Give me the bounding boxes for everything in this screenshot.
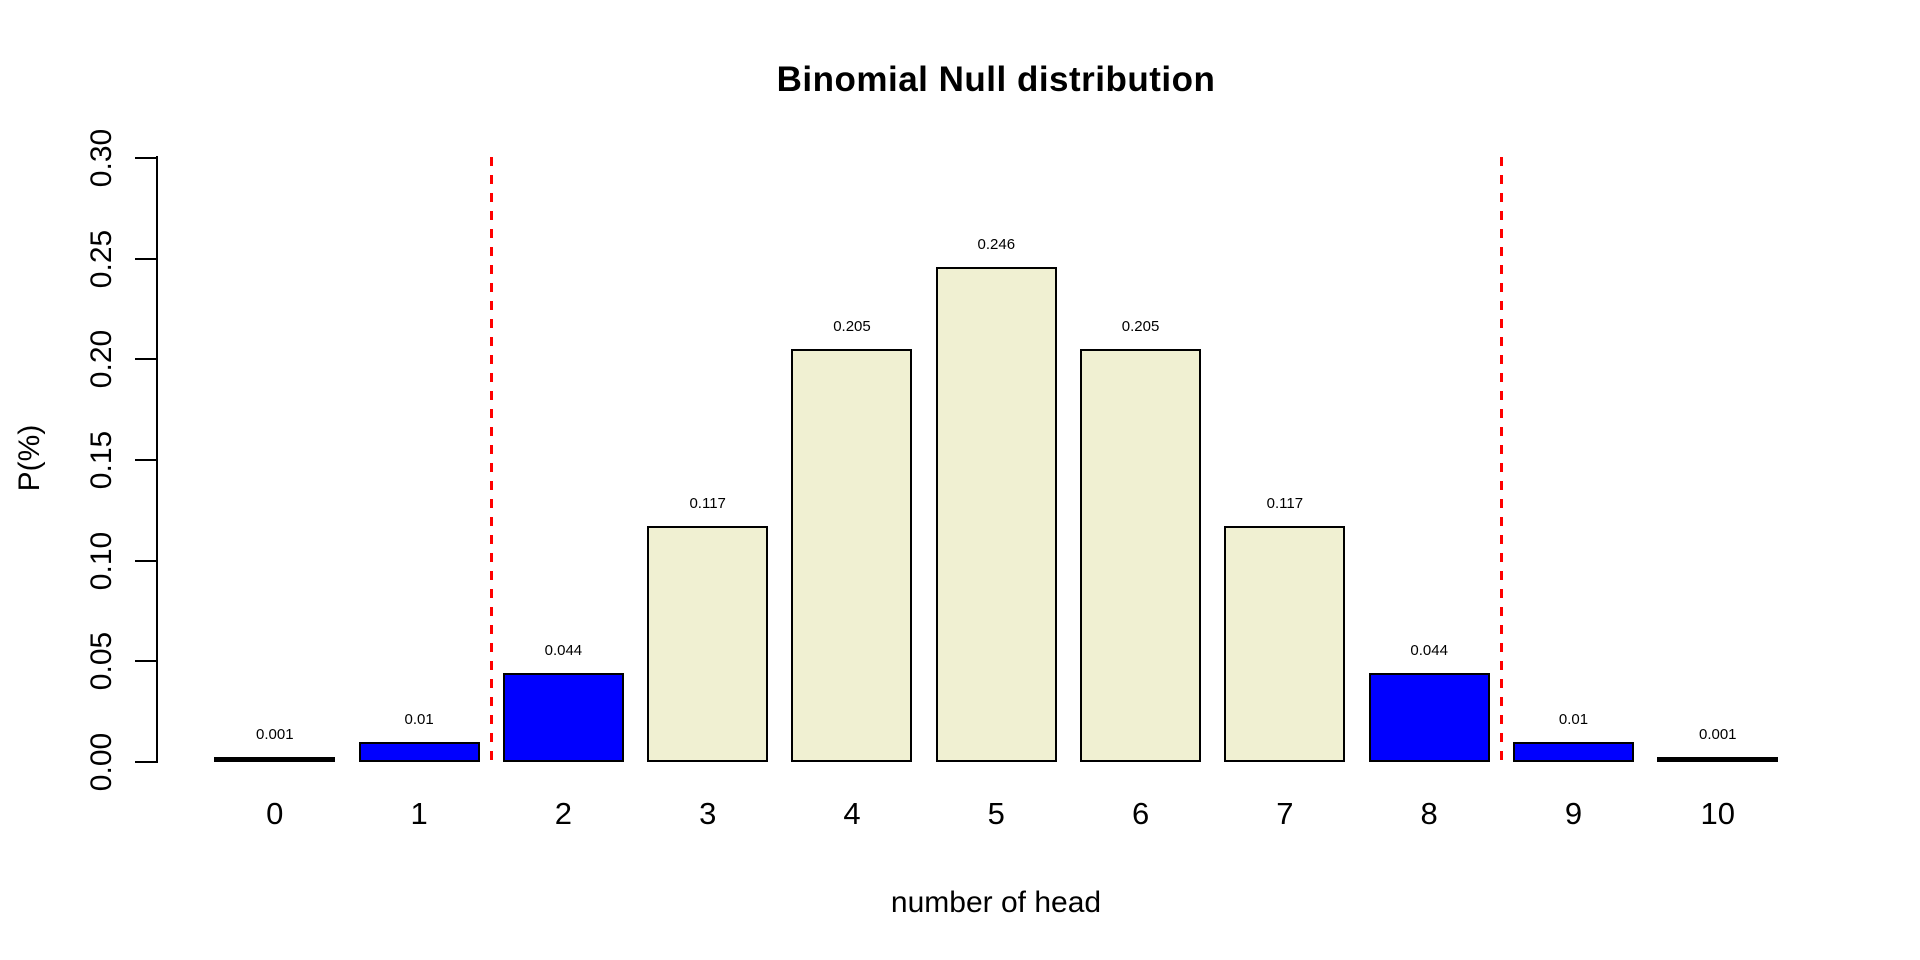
x-category-label: 8 (1420, 796, 1438, 831)
rejection-line (1499, 157, 1503, 762)
bar-slot: 0.246 (935, 236, 1057, 762)
x-category-label: 2 (554, 796, 573, 831)
bar-slot: 0.01 (1512, 711, 1634, 762)
bar-value-label: 0.205 (833, 318, 871, 335)
bar-slot: 0.117 (1224, 495, 1346, 762)
bar (1657, 757, 1779, 762)
bar (1512, 742, 1634, 762)
bar-value-label: 0.117 (1266, 495, 1304, 512)
y-tick (135, 761, 157, 763)
bar-value-label: 0.001 (1698, 726, 1737, 743)
x-category-label: 0 (266, 796, 284, 831)
x-category-label: 3 (699, 796, 717, 831)
y-tick-label: 0.20 (85, 330, 118, 389)
x-category-label: 9 (1564, 796, 1583, 831)
x-category-label: 1 (410, 796, 428, 831)
y-tick (135, 459, 157, 461)
bar-slot: 0.044 (502, 642, 624, 762)
bar-value-label: 0.001 (256, 726, 294, 743)
x-category-label: 10 (1700, 796, 1735, 831)
bar-value-label: 0.01 (404, 711, 434, 728)
plot-area: 0.001 0.01 0.044 0.117 0.205 0.246 0.205 0.117 0… (190, 236, 1802, 762)
bar-value-label: 0.246 (977, 236, 1016, 253)
bar (358, 742, 480, 762)
x-category-label: 6 (1131, 796, 1150, 831)
bar-value-label: 0.117 (689, 495, 726, 512)
y-tick-label: 0.05 (85, 632, 118, 691)
x-category-label: 4 (843, 796, 861, 831)
y-tick-label: 0.00 (85, 732, 118, 792)
bar (502, 673, 624, 762)
bar-value-label: 0.01 (1558, 711, 1589, 728)
bar-slot: 0.205 (791, 318, 913, 762)
y-tick (135, 257, 157, 260)
bar-value-label: 0.044 (544, 642, 583, 659)
y-tick-label: 0.30 (85, 128, 118, 188)
y-axis-title: P(%) (13, 424, 46, 492)
bar-value-label: 0.044 (1410, 642, 1448, 659)
x-category-label: 7 (1276, 796, 1294, 831)
y-tick (135, 358, 157, 361)
bar-slot: 0.01 (358, 711, 480, 762)
y-tick-label: 0.10 (85, 531, 118, 590)
y-tick (135, 559, 157, 562)
bar-slot: 0.205 (1080, 318, 1202, 762)
rejection-line (489, 157, 493, 762)
y-tick (135, 157, 157, 159)
bar (1080, 349, 1202, 762)
bar-value-label: 0.205 (1121, 318, 1160, 335)
bar-slot: 0.001 (1657, 726, 1779, 762)
bar-slot: 0.044 (1368, 642, 1490, 762)
bar (1368, 673, 1490, 762)
chart-title: Binomial Null distribution (776, 60, 1216, 99)
x-category-label: 5 (987, 796, 1005, 831)
bar (791, 349, 913, 762)
y-tick-label: 0.25 (85, 229, 118, 288)
bar (1224, 526, 1346, 762)
bar (935, 267, 1057, 762)
bar-slot: 0.117 (647, 495, 769, 762)
y-tick-label: 0.15 (85, 430, 118, 490)
bar (214, 757, 336, 762)
y-tick (135, 660, 157, 663)
bar (647, 526, 769, 762)
bar-slot: 0.001 (214, 726, 336, 762)
x-axis-title: number of head (890, 886, 1102, 919)
x-axis-labels: 0 1 2 3 4 5 6 7 8 9 10 (190, 796, 1802, 832)
